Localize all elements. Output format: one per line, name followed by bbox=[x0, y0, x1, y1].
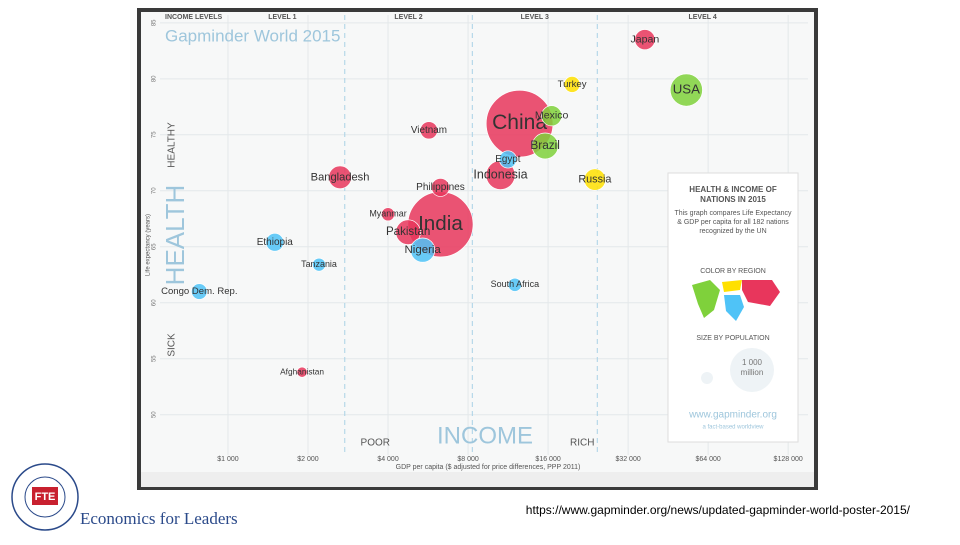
x-axis-rich: RICH bbox=[570, 438, 594, 449]
level-label: LEVEL 1 bbox=[268, 14, 296, 21]
country-label: Bangladesh bbox=[311, 171, 370, 183]
sidebar: HEALTH & INCOME OF NATIONS IN 2015 This … bbox=[667, 172, 799, 443]
map-asia bbox=[742, 280, 780, 306]
bubble bbox=[541, 105, 563, 127]
color-heading: COLOR BY REGION bbox=[700, 268, 766, 275]
x-tick-label: $2 000 bbox=[297, 456, 319, 463]
bubble bbox=[563, 76, 581, 93]
country-label: Tanzania bbox=[301, 259, 337, 269]
x-tick-label: $4 000 bbox=[377, 456, 399, 463]
y-tick-label: 55 bbox=[152, 355, 158, 362]
y-axis-sublabel: Life expectancy (years) bbox=[146, 214, 152, 276]
x-axis-sublabel: GDP per capita ($ adjusted for price dif… bbox=[396, 464, 581, 471]
bubble bbox=[531, 132, 559, 160]
y-tick-label: 65 bbox=[152, 243, 158, 250]
y-axis-title: HEALTH bbox=[160, 185, 190, 286]
bubble bbox=[381, 207, 395, 222]
sidebar-text-box: HEALTH & INCOME OF NATIONS IN 2015 This … bbox=[674, 185, 792, 235]
sidebar-url: www.gapminder.org bbox=[688, 410, 777, 421]
level-label: LEVEL 4 bbox=[688, 14, 716, 21]
y-tick-label: 75 bbox=[152, 131, 158, 138]
country-label: Russia bbox=[578, 173, 612, 185]
y-tick-label: 85 bbox=[152, 19, 158, 26]
logo: FTE bbox=[11, 463, 79, 531]
size-big-label: 1 000 million bbox=[740, 358, 764, 377]
country-label: Nigeria bbox=[405, 244, 442, 256]
bubble bbox=[419, 121, 438, 140]
level-label: LEVEL 2 bbox=[394, 14, 422, 21]
country-label: Congo Dem. Rep. bbox=[161, 286, 237, 297]
logo-text: FTE bbox=[35, 491, 56, 503]
y-tick-label: 70 bbox=[152, 187, 158, 194]
source-url: https://www.gapminder.org/news/updated-g… bbox=[526, 503, 911, 517]
sidebar-text: This graph compares Life Expectancy & GD… bbox=[674, 210, 792, 235]
bubble bbox=[410, 237, 436, 263]
y-axis-sick: SICK bbox=[167, 333, 178, 357]
country-label: Japan bbox=[630, 33, 659, 45]
x-tick-label: $16 000 bbox=[535, 456, 560, 463]
x-tick-label: $1 000 bbox=[217, 456, 239, 463]
bubble bbox=[265, 232, 285, 252]
country-label: Turkey bbox=[558, 79, 587, 90]
size-heading: SIZE BY POPULATION bbox=[696, 335, 769, 342]
x-tick-label: $32 000 bbox=[615, 456, 640, 463]
bubble bbox=[191, 283, 208, 300]
bubble bbox=[507, 277, 522, 292]
bubble bbox=[296, 366, 308, 378]
country-label: Ethiopia bbox=[257, 237, 294, 248]
country-label: Philippines bbox=[416, 182, 465, 193]
level-label: LEVEL 3 bbox=[521, 14, 549, 21]
map-americas bbox=[692, 280, 720, 318]
bubble bbox=[312, 257, 326, 272]
poster-footer bbox=[141, 472, 814, 487]
sidebar-heading: HEALTH & INCOME OF NATIONS IN 2015 bbox=[689, 185, 777, 204]
country-label: Myanmar bbox=[369, 209, 406, 219]
y-tick-label: 50 bbox=[152, 411, 158, 418]
level-header: INCOME LEVELS bbox=[165, 14, 223, 21]
sidebar-tagline: a fact-based worldview bbox=[702, 425, 764, 431]
y-axis-healthy: HEALTHY bbox=[167, 122, 178, 168]
x-tick-label: $8 000 bbox=[457, 456, 479, 463]
bubble bbox=[669, 73, 703, 107]
bubble bbox=[431, 178, 450, 197]
map-europe bbox=[722, 280, 742, 292]
brand: Economics for Leaders bbox=[80, 509, 238, 528]
country-label: Brazil bbox=[530, 138, 560, 152]
logo-badge bbox=[32, 487, 58, 505]
chart-title: Gapminder World 2015 bbox=[165, 26, 340, 45]
x-axis-poor: POOR bbox=[361, 438, 390, 449]
size-big-box: 1 000 million bbox=[740, 358, 764, 377]
bubble bbox=[498, 150, 517, 169]
y-tick-label: 60 bbox=[152, 299, 158, 306]
size-legend-small bbox=[701, 372, 713, 384]
country-label: USA bbox=[673, 82, 700, 97]
x-tick-label: $128 000 bbox=[774, 456, 803, 463]
country-label: Mexico bbox=[535, 110, 569, 122]
country-label: India bbox=[418, 212, 463, 235]
bubble bbox=[583, 168, 607, 191]
map-africa bbox=[724, 295, 744, 321]
country-label: Pakistan bbox=[386, 226, 430, 238]
country-label: Indonesia bbox=[473, 167, 527, 181]
bubble bbox=[328, 165, 352, 190]
y-tick-label: 80 bbox=[152, 75, 158, 82]
country-label: South Africa bbox=[491, 279, 540, 289]
x-tick-label: $64 000 bbox=[695, 456, 720, 463]
bubble bbox=[634, 29, 656, 51]
size-legend-big bbox=[730, 348, 774, 392]
country-label: Egypt bbox=[495, 154, 521, 165]
country-label: Afghanistan bbox=[280, 366, 324, 376]
bubble bbox=[395, 219, 421, 245]
country-label: China bbox=[492, 111, 547, 134]
country-label: Vietnam bbox=[411, 125, 447, 136]
x-axis-title: INCOME bbox=[437, 422, 533, 449]
